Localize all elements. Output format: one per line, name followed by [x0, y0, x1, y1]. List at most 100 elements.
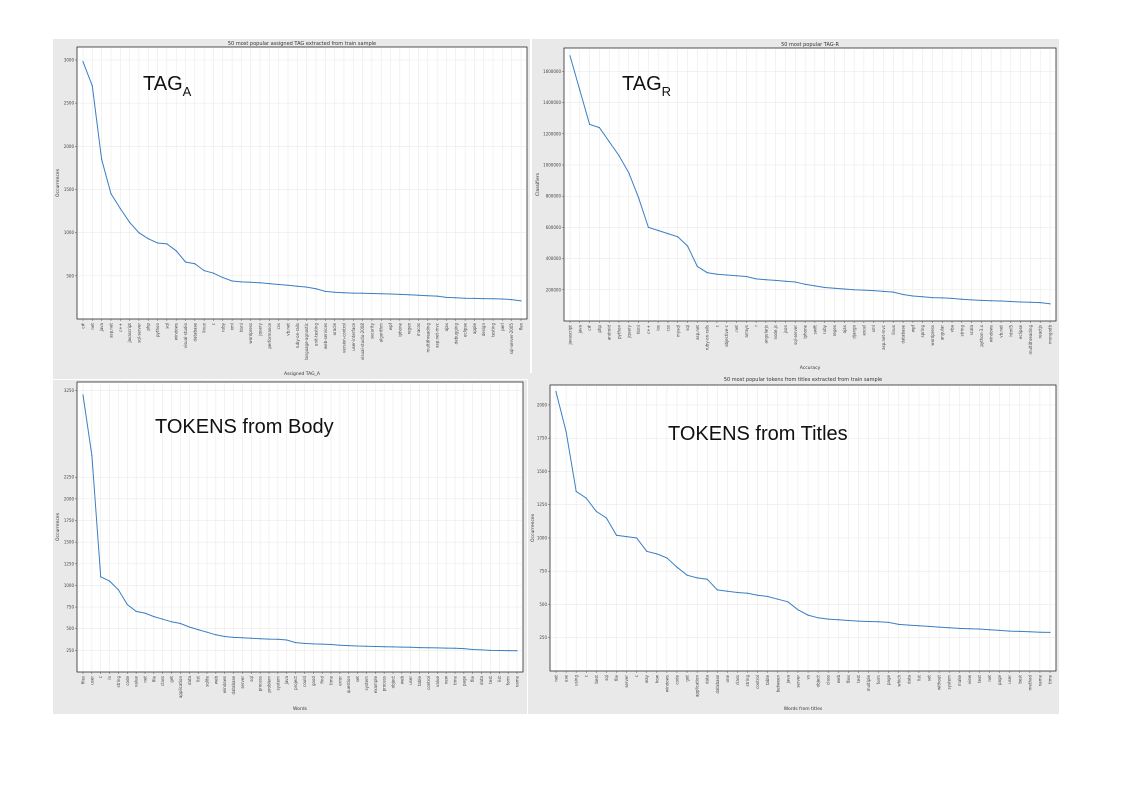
x-tick-label: web [213, 676, 218, 685]
y-tick-label: 2000 [537, 402, 548, 407]
x-tick-label: object [391, 676, 396, 689]
x-tick-label: c++ [646, 325, 651, 334]
data-point [765, 279, 767, 281]
data-point [948, 627, 950, 629]
y-tick-label: 3000 [64, 57, 75, 62]
x-tick-label: wordpress [930, 325, 935, 346]
x-tick-label: set [927, 675, 932, 682]
x-tick-label: version-control [341, 323, 346, 353]
data-point [605, 517, 608, 519]
series-line [82, 61, 522, 302]
x-tick-label: database [231, 675, 236, 694]
x-tick-label: spring [920, 325, 925, 338]
data-point [857, 620, 860, 622]
chart-panel-tokens-titles: net use using c best sql file server c way how wind… [528, 373, 1059, 714]
data-point [82, 61, 84, 63]
data-point [888, 621, 890, 624]
x-tick-label: control [426, 676, 431, 690]
data-point [501, 298, 503, 300]
data-point [175, 250, 177, 252]
x-tick-label: net [143, 676, 148, 683]
data-point [1000, 300, 1002, 302]
x-tick-label: file [614, 674, 619, 681]
x-tick-label: form [506, 676, 511, 685]
plot-area [76, 381, 524, 673]
x-tick-label: php [146, 323, 151, 331]
x-tick-label: process [258, 676, 263, 691]
data-point [348, 644, 350, 647]
x-tick-label: ios [656, 325, 661, 331]
data-point [489, 649, 492, 651]
plot-area [76, 46, 528, 320]
x-tick-label: problem [267, 676, 272, 693]
data-point [516, 650, 518, 652]
x-tick-label: time [1048, 674, 1053, 684]
x-tick-label: time [453, 675, 458, 685]
x-tick-label: string [745, 675, 750, 687]
x-axis-label: Accuracy [800, 365, 821, 371]
x-tick-label: server [795, 675, 800, 688]
y-tick-label: 1500 [64, 540, 75, 545]
data-point [110, 193, 112, 195]
x-tick-label: html [239, 323, 244, 332]
data-point [91, 85, 93, 87]
y-tick-label: 1500 [64, 187, 75, 192]
data-point [847, 619, 849, 622]
data-point [1019, 630, 1021, 632]
data-point [135, 610, 137, 613]
x-tick-label: html5 [1008, 325, 1013, 337]
x-tick-label: files [846, 675, 851, 683]
data-point [511, 298, 513, 301]
chart-panel-tag-a: c# net java asp.net c++ javascript sql-server p… [53, 39, 530, 379]
x-tick-label: database [715, 674, 720, 693]
data-point [1009, 630, 1011, 632]
data-point [184, 261, 187, 263]
x-tick-label: c# [81, 322, 86, 328]
data-point [902, 293, 904, 296]
x-tick-label: windows [222, 676, 227, 693]
x-tick-label: sql-server [136, 323, 141, 343]
data-point [736, 591, 739, 594]
x-tick-label: list [497, 676, 502, 682]
x-tick-label: project [293, 676, 298, 690]
data-point [784, 280, 787, 282]
x-tick-label: reactjs [1038, 325, 1043, 338]
data-point [418, 646, 421, 649]
data-point [324, 290, 326, 292]
x-tick-label: scala [969, 324, 974, 335]
x-tick-label: page [886, 674, 891, 685]
data-point [401, 646, 403, 648]
data-point [745, 275, 747, 278]
x-tick-label: java [577, 324, 582, 334]
x-tick-label: windows [989, 325, 994, 342]
x-tick-label: algorithm [379, 323, 384, 342]
plot-frame [549, 384, 1057, 672]
x-tick-label: asp.net-mvc [881, 325, 886, 350]
data-point [278, 283, 280, 286]
data-point [222, 276, 224, 279]
data-point [686, 245, 689, 247]
data-point [259, 282, 261, 284]
data-point [807, 614, 809, 616]
y-tick-label: 2000 [64, 144, 75, 149]
x-tick-label: r [754, 325, 759, 327]
chart-tokens-body: files user c in string code value net file class g… [55, 381, 524, 712]
overlay-label-tag-r: TAGR [622, 73, 672, 99]
data-point [389, 293, 392, 295]
data-point [968, 628, 970, 630]
data-point [445, 647, 447, 649]
x-tick-label: jquery [626, 324, 631, 338]
x-tick-label: vs [806, 675, 811, 679]
data-point [1029, 301, 1032, 303]
x-tick-label: performance [267, 322, 272, 348]
chart-title: 50 most popular TAG-R [781, 42, 839, 48]
data-point [128, 221, 131, 223]
x-tick-label: string [116, 676, 121, 688]
y-tick-label: 500 [539, 602, 547, 607]
data-point [686, 574, 688, 576]
x-tick-label: which [896, 675, 901, 687]
x-tick-label: python [616, 325, 621, 339]
chart-panel-tokens-body: files user c in string code value net file class g… [53, 380, 527, 714]
data-point [912, 295, 914, 297]
x-tick-label: linux [202, 322, 207, 332]
